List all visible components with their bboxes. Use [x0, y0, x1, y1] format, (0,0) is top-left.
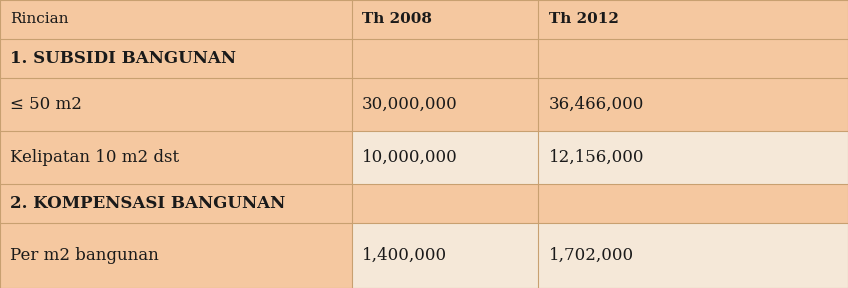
FancyBboxPatch shape — [352, 78, 538, 131]
Text: ≤ 50 m2: ≤ 50 m2 — [10, 96, 82, 113]
Text: Kelipatan 10 m2 dst: Kelipatan 10 m2 dst — [10, 149, 179, 166]
Text: Rincian: Rincian — [10, 12, 69, 26]
Text: Th 2012: Th 2012 — [549, 12, 618, 26]
FancyBboxPatch shape — [352, 39, 538, 78]
FancyBboxPatch shape — [538, 78, 848, 131]
FancyBboxPatch shape — [0, 0, 352, 39]
FancyBboxPatch shape — [0, 78, 352, 131]
FancyBboxPatch shape — [538, 184, 848, 223]
FancyBboxPatch shape — [538, 39, 848, 78]
Text: 2. KOMPENSASI BANGUNAN: 2. KOMPENSASI BANGUNAN — [10, 195, 286, 212]
FancyBboxPatch shape — [0, 39, 352, 78]
FancyBboxPatch shape — [538, 0, 848, 39]
FancyBboxPatch shape — [0, 131, 352, 184]
Text: 1. SUBSIDI BANGUNAN: 1. SUBSIDI BANGUNAN — [10, 50, 237, 67]
Text: Th 2008: Th 2008 — [362, 12, 432, 26]
FancyBboxPatch shape — [538, 131, 848, 184]
Text: 12,156,000: 12,156,000 — [549, 149, 644, 166]
Text: 36,466,000: 36,466,000 — [549, 96, 644, 113]
FancyBboxPatch shape — [352, 184, 538, 223]
Text: 30,000,000: 30,000,000 — [362, 96, 458, 113]
FancyBboxPatch shape — [0, 184, 352, 223]
FancyBboxPatch shape — [538, 223, 848, 288]
FancyBboxPatch shape — [0, 223, 352, 288]
Text: 1,702,000: 1,702,000 — [549, 247, 633, 264]
FancyBboxPatch shape — [352, 131, 538, 184]
Text: Per m2 bangunan: Per m2 bangunan — [10, 247, 159, 264]
FancyBboxPatch shape — [352, 0, 538, 39]
FancyBboxPatch shape — [352, 223, 538, 288]
Text: 10,000,000: 10,000,000 — [362, 149, 458, 166]
Text: 1,400,000: 1,400,000 — [362, 247, 447, 264]
